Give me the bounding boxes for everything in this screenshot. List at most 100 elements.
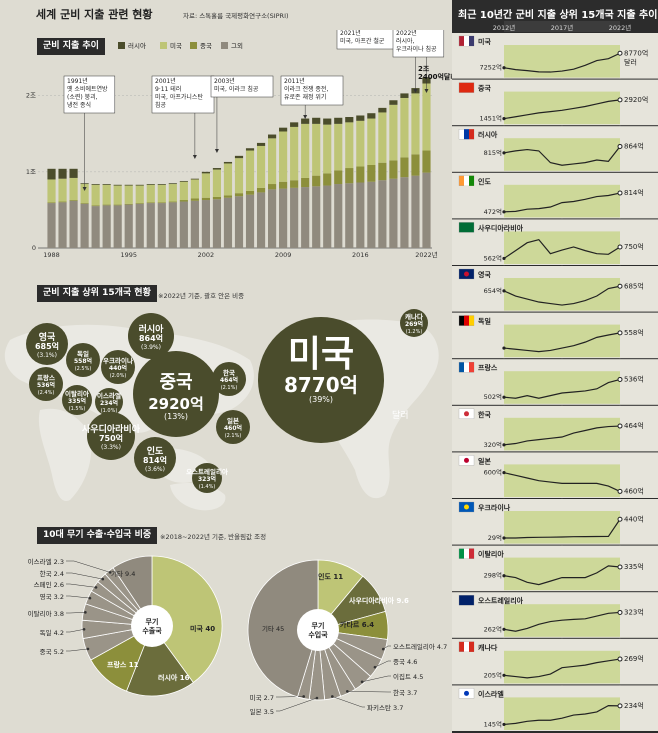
bar-segment-1990 [69, 177, 78, 201]
bubble-share: (13%) [164, 412, 188, 421]
line-start-value: 29억 [488, 534, 502, 542]
flag-icon-part [464, 175, 469, 186]
pie-leader [276, 697, 318, 712]
flag-icon-part [464, 271, 469, 277]
bubble-share: (3.9%) [141, 344, 161, 351]
bar-segment-2010 [290, 122, 299, 127]
bubble-value: 464억 [220, 376, 238, 384]
bar-segment-1998 [157, 184, 166, 185]
line-end-value: 814억 [624, 189, 644, 197]
source-note: 자료: 스톡홀름 국제평화연구소(SIPRI) [183, 12, 289, 20]
line-end-value: 536억 [624, 375, 644, 383]
line-plot-bg [504, 511, 620, 544]
pie-leader [362, 675, 391, 683]
line-end-dot [617, 50, 623, 56]
pie-label: 프랑스 11 [107, 660, 139, 669]
line-plot-bg [504, 417, 620, 451]
bar-segment-1989 [58, 178, 67, 202]
bar-segment-2016 [356, 120, 365, 167]
trend-chart: 러시아 미국 중국 그외 2조 1조 0 1988 1995 2002 2009 2016 2022년 1… [26, 30, 452, 259]
bar-segment-1997 [146, 184, 155, 185]
line-series-한국 [503, 425, 621, 446]
bar-segment-2009 [279, 127, 288, 132]
bubble-share: (2.1%) [221, 385, 238, 391]
line-start-value: 502억 [484, 393, 502, 401]
bubble-영국 [26, 323, 68, 365]
bubble-독일 [66, 343, 100, 377]
annotation-text-line: 2003년 [214, 77, 235, 85]
bar-segment-1999 [168, 202, 177, 248]
bar-segment-2014 [334, 184, 343, 248]
bubble-일본 [216, 410, 250, 444]
bar-segment-2007 [256, 145, 266, 188]
legend-label: 미국 [170, 41, 182, 50]
bar-segment-1993 [102, 184, 111, 185]
bar-segment-2014 [334, 117, 343, 124]
bar-segment-2000 [179, 180, 188, 182]
bubble-러시아 [128, 313, 174, 359]
xtick-band [504, 21, 620, 32]
bar-segment-2018 [378, 107, 387, 113]
legend-swatch [190, 42, 197, 49]
bar-segment-2003 [212, 169, 222, 197]
flag-icon-part [464, 315, 469, 326]
pie-leader-dot [108, 571, 112, 574]
annotation-text-line: (소련) 붕괴, [67, 93, 98, 101]
bar-segment-1988 [47, 168, 56, 180]
bar-segment-1994 [113, 204, 122, 206]
pie-center-label-line: 수입국 [308, 630, 328, 639]
pie-label: 영국 3.2 [40, 592, 64, 601]
line-end-value: 2920억 [624, 96, 648, 104]
bubble-share: (2.1%) [225, 433, 242, 439]
line-series-영국 [503, 285, 621, 306]
line-end-value: 323억 [624, 608, 644, 616]
bar-segment-1990 [69, 200, 78, 248]
line-end-dot [617, 244, 623, 250]
bar-segment-1995 [124, 185, 133, 204]
bar-segment-2020 [400, 157, 409, 178]
flag-icon-part [469, 315, 474, 326]
bubble-오스트레일리아 [192, 463, 222, 493]
line-start-value: 7252억 [479, 64, 502, 72]
bubble-value: 685억 [35, 341, 59, 351]
bar-segment-1989 [58, 202, 67, 248]
bubble-value: 558억 [74, 357, 92, 365]
line-country-name: 인도 [478, 177, 491, 186]
line-start-value: 562억 [484, 254, 502, 262]
bar-segment-2018 [378, 112, 387, 163]
line-start-value: 145억 [484, 720, 502, 728]
line-country-name: 프랑스 [478, 363, 498, 372]
flag-icon-part [469, 362, 474, 373]
bar-segment-2015 [345, 122, 354, 169]
bubble-name: 일본 [227, 416, 239, 425]
bubble-share: (3.6%) [145, 466, 165, 473]
pie-slice-러시아 [125, 625, 194, 697]
line-end-value: 440억 [624, 515, 644, 523]
pie-leader-dot [373, 665, 377, 669]
line-end-value: 558억 [624, 329, 644, 337]
line-country-name: 이탈리아 [478, 550, 504, 559]
line-plot-bg [504, 91, 620, 125]
line-start-dot [502, 722, 506, 727]
line-end-dot [617, 376, 623, 382]
flag-icon-part [469, 129, 474, 140]
pie-label: 이집트 4.5 [393, 672, 423, 681]
map-landmass [38, 408, 92, 501]
bar-segment-2009 [279, 131, 288, 182]
bubble-share: (2.0%) [110, 373, 127, 379]
line-series-러시아 [503, 146, 621, 166]
bubble-인도 [134, 437, 176, 479]
bar-segment-2021 [411, 93, 420, 155]
bubble-우크라이나 [101, 350, 135, 384]
bar-segment-1998 [157, 184, 166, 203]
annotation-text-line: 미국, 아프가니스탄 [155, 93, 203, 101]
bar-segment-2012 [312, 186, 321, 248]
bar-segment-2013 [323, 124, 332, 174]
bar-segment-2011 [301, 118, 310, 124]
bubble-name: 우크라이나 [103, 356, 133, 365]
line-start-value: 600억 [484, 469, 502, 477]
bar-segment-2006 [245, 148, 255, 151]
bar-segment-2021 [411, 154, 420, 176]
line-end-dot [617, 656, 623, 662]
bubble-name: 이스라엘 [97, 391, 121, 400]
